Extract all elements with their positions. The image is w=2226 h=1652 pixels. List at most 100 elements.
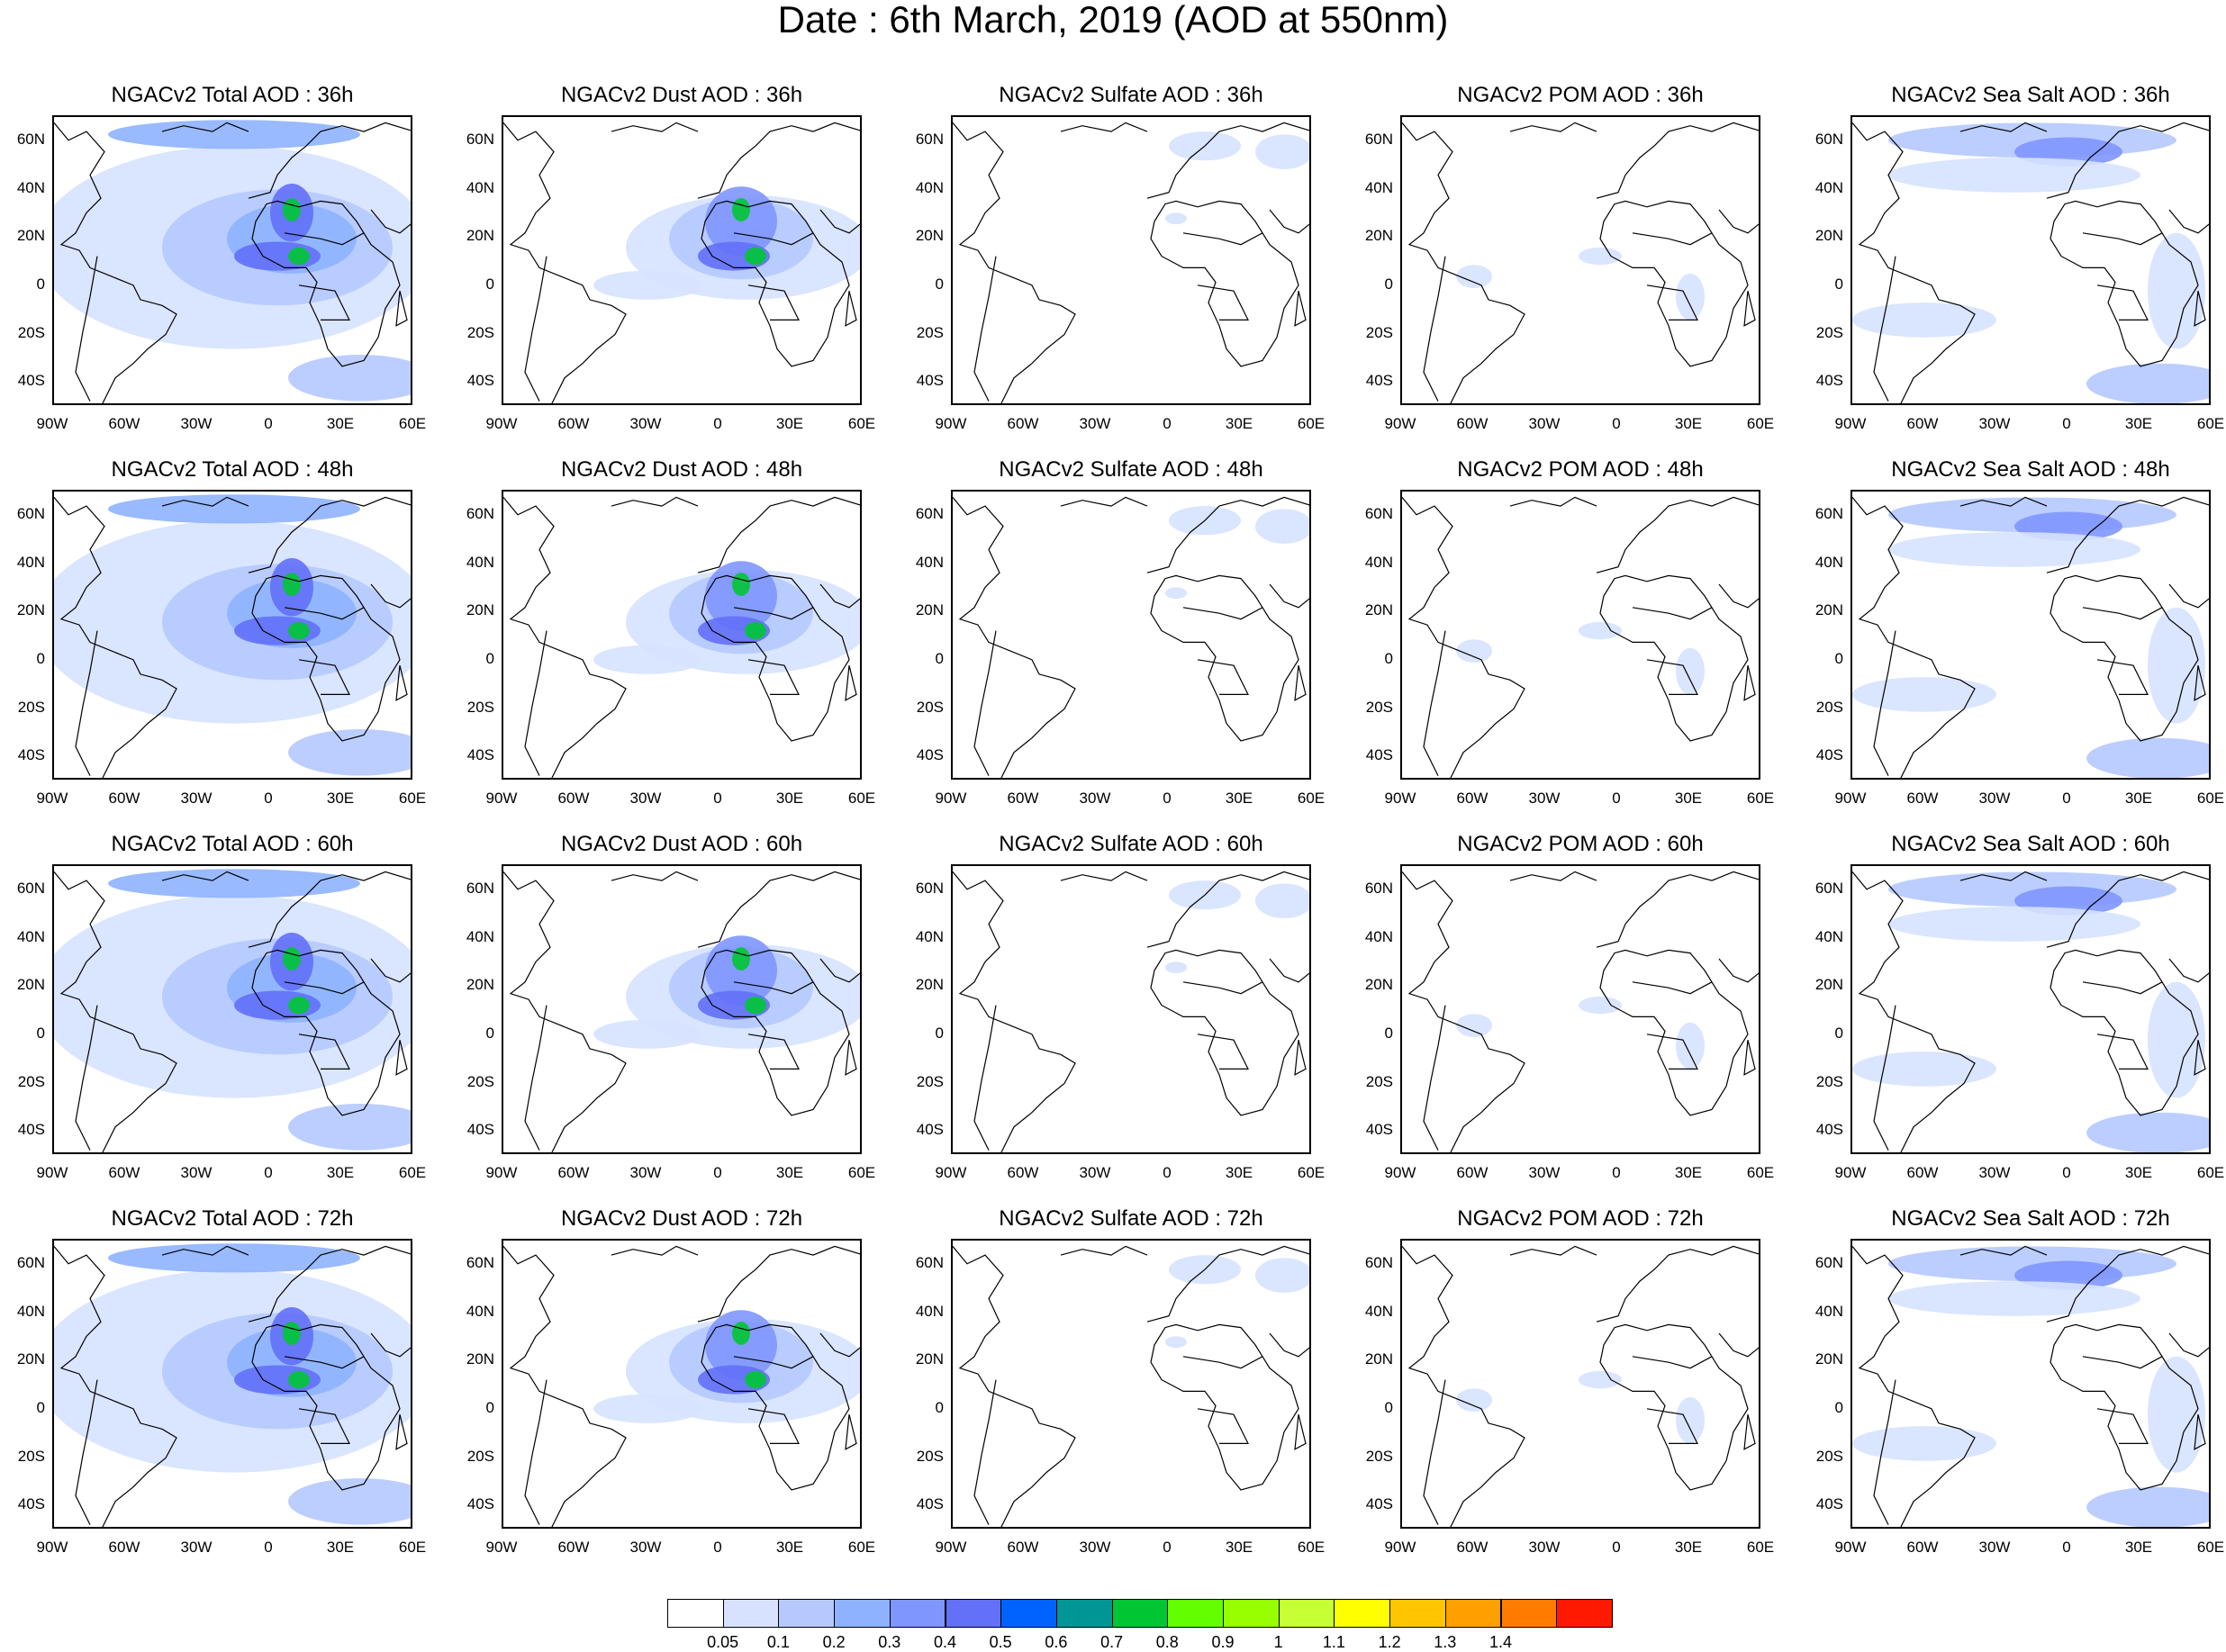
aod-plume (732, 947, 750, 970)
coastline (524, 1379, 547, 1525)
panel-title: NGACv2 Sea Salt AOD : 36h (1891, 83, 2170, 107)
aod-plume (108, 120, 360, 149)
coastline (701, 574, 850, 742)
aod-plume (2086, 1112, 2209, 1152)
lat-tick-label: 40S (17, 1121, 45, 1139)
lon-tick-label: 0 (264, 1164, 273, 1181)
aod-plume (745, 621, 766, 640)
lat-tick-label: 20N (1814, 1350, 1843, 1368)
panel-title: NGACv2 POM AOD : 72h (1457, 1206, 1704, 1231)
lat-tick-label: 60N (1814, 504, 1843, 522)
colorbar-swatch (1389, 1599, 1446, 1628)
coastline (2096, 284, 2149, 320)
coastline (1182, 607, 1263, 620)
lat-tick-label: 0 (1384, 649, 1393, 667)
lon-tick-label: 90W (1384, 415, 1416, 432)
lon-tick-label: 60W (1906, 1164, 1939, 1181)
colorbar-swatch (722, 1599, 780, 1628)
aod-plume (1456, 1014, 1492, 1037)
coastline (54, 871, 177, 1152)
lat-tick-label: 0 (485, 1398, 494, 1416)
lon-tick-label: 60W (557, 1164, 590, 1181)
lat-tick-label: 40N (1814, 1302, 1843, 1320)
lon-tick-label: 30W (629, 790, 662, 807)
aod-plume (1456, 1388, 1492, 1412)
lon-tick-label: 60E (1297, 790, 1326, 807)
lat-tick-label: 20S (17, 1072, 45, 1090)
coastline (1402, 122, 1525, 403)
coastline (611, 122, 699, 132)
coastline (1146, 871, 1309, 948)
lon-tick-label: 30W (1978, 790, 2011, 807)
colorbar-swatch (945, 1599, 1002, 1628)
coastline (1743, 291, 1756, 327)
coastline (1269, 958, 1309, 983)
coastline (1599, 200, 1749, 367)
colorbar-label: 0.2 (822, 1633, 846, 1651)
map-panel: NGACv2 Sea Salt AOD : 36h 60N 40N 20N 0 20S 40… (1815, 83, 2224, 436)
coastline (1873, 1379, 1896, 1525)
lon-tick-label: 90W (935, 1164, 967, 1181)
lon-tick-label: 60W (1906, 1539, 1939, 1556)
lat-tick-label: 60N (1364, 504, 1393, 522)
map-frame (1850, 864, 2211, 1154)
map-panel: NGACv2 POM AOD : 72h 60N 40N 20N 0 20S 40S 90W 6… (1365, 1206, 1774, 1559)
lon-tick-label: 30W (180, 1164, 213, 1181)
lat-tick-label: 0 (1834, 275, 1843, 293)
aod-plume (283, 573, 301, 596)
coastline (1269, 1332, 1309, 1358)
lon-tick-label: 60E (1297, 1539, 1326, 1556)
coastline (2046, 871, 2209, 948)
lat-tick-label: 60N (915, 130, 944, 148)
coastline (973, 256, 997, 402)
aod-plume (732, 1322, 750, 1345)
coastline (747, 1408, 800, 1444)
coastline (2168, 1332, 2209, 1358)
lon-tick-label: 0 (1163, 790, 1172, 807)
lat-tick-label: 20S (1365, 698, 1393, 716)
colorbar-label: 0.4 (933, 1633, 957, 1651)
coastline (395, 291, 408, 327)
coastline (54, 122, 177, 403)
coastline (733, 981, 814, 995)
coastline (284, 232, 365, 246)
aod-map (1852, 496, 2209, 778)
lon-tick-label: 30W (1079, 415, 1111, 432)
lon-tick-label: 30E (326, 1539, 355, 1556)
lon-tick-label: 60W (108, 415, 140, 432)
coastline (1959, 122, 2048, 132)
lat-tick-label: 60N (915, 879, 944, 897)
lat-tick-label: 40S (1365, 1121, 1393, 1139)
panel-title: NGACv2 Total AOD : 60h (111, 832, 354, 856)
coastline (973, 1005, 997, 1151)
lat-tick-label: 40S (466, 372, 494, 390)
lon-tick-label: 60E (1746, 790, 1775, 807)
lon-tick-label: 30E (775, 1539, 804, 1556)
lon-tick-label: 30E (1674, 1539, 1703, 1556)
colorbar-label: 0.05 (707, 1633, 739, 1651)
lat-tick-label: 40S (466, 1121, 494, 1139)
lat-tick-label: 20N (1814, 601, 1843, 619)
lat-tick-label: 40S (1365, 372, 1393, 390)
coastline (248, 871, 411, 948)
lon-tick-label: 30W (629, 415, 662, 432)
map-frame (52, 1239, 412, 1529)
aod-plume (745, 1370, 766, 1389)
coastline (1150, 1323, 1299, 1491)
aod-map (1402, 871, 1759, 1152)
coastline (75, 256, 98, 402)
lat-tick-label: 0 (935, 1024, 944, 1042)
lon-tick-label: 60W (1456, 1164, 1489, 1181)
colorbar-label: 0.6 (1045, 1633, 1068, 1651)
map-panel: NGACv2 Total AOD : 60h 60N 40N 20N 0 20S 40S 90… (17, 832, 426, 1185)
lat-tick-label: 40N (1814, 927, 1843, 945)
lat-tick-label: 20N (1814, 227, 1843, 245)
coastline (1959, 496, 2048, 507)
lat-tick-label: 20N (915, 227, 944, 245)
lat-tick-label: 60N (16, 1253, 45, 1271)
lat-tick-label: 40N (466, 178, 494, 196)
lon-tick-label: 30E (1225, 1539, 1253, 1556)
aod-map (54, 1243, 411, 1527)
coastline (251, 949, 401, 1116)
lon-tick-label: 60E (847, 1164, 876, 1181)
